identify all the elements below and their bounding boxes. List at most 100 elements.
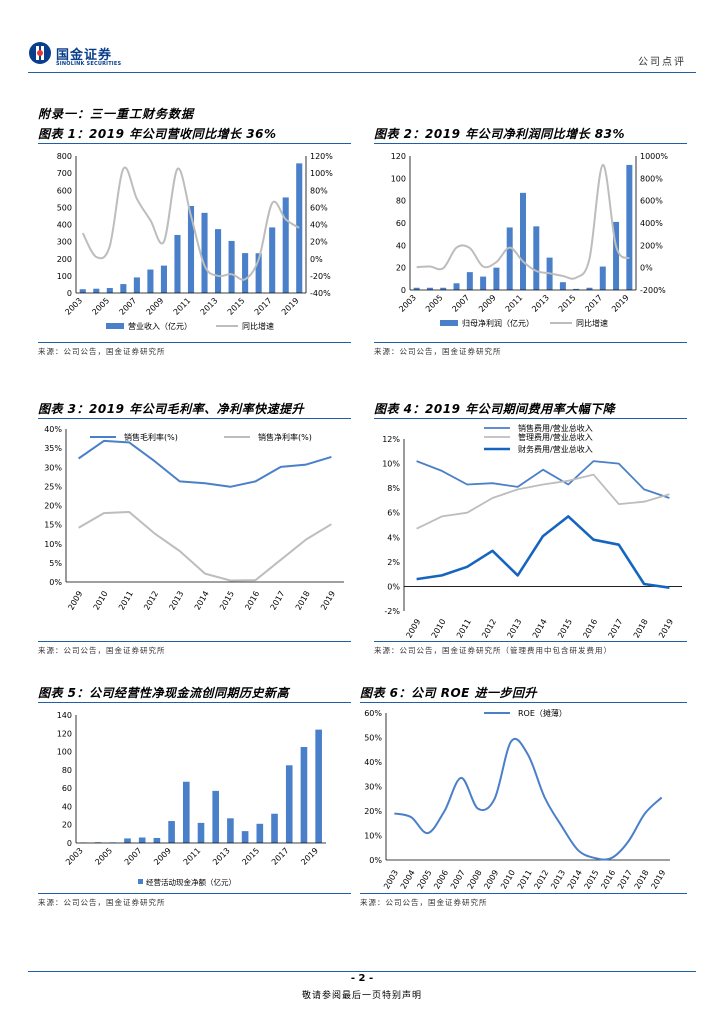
c4-x-tick-label: 2013 bbox=[505, 618, 523, 640]
appendix-title: 附录一：三一重工财务数据 bbox=[38, 107, 195, 121]
c4-series-line bbox=[416, 515, 670, 589]
figure-4-bottom-rule bbox=[374, 641, 687, 642]
c1-y-right-tick-label: 80% bbox=[310, 186, 328, 195]
c6-x-tick-label: 2013 bbox=[549, 869, 567, 891]
c4-x-tick-label: 2015 bbox=[556, 618, 574, 640]
c2-y-left-tick-label: 120 bbox=[391, 152, 406, 161]
c2-y-right-tick-label: -200% bbox=[640, 286, 666, 295]
c2-bar bbox=[453, 283, 460, 290]
c3-legend-label: 销售净利率(%) bbox=[258, 432, 312, 442]
c1-bar bbox=[79, 289, 86, 293]
c2-y-left-tick-label: 100 bbox=[391, 174, 406, 183]
c2-bar bbox=[559, 282, 566, 290]
c2-legend-bar-label: 归母净利润（亿元） bbox=[462, 318, 534, 328]
c1-x-tick-label: 2003 bbox=[63, 296, 84, 317]
c4-x-tick-label: 2019 bbox=[657, 618, 675, 640]
c2-y-right-tick-label: 200% bbox=[640, 241, 663, 250]
c4-y-tick-label: 4% bbox=[387, 533, 400, 542]
c4-legend-label: 管理费用/营业总收入 bbox=[518, 432, 593, 442]
c1-y-right-tick-label: -40% bbox=[310, 289, 331, 298]
logo-text-cn: 国金证券 bbox=[56, 48, 113, 63]
figure-1-top-rule bbox=[38, 143, 351, 144]
c5-bar bbox=[285, 765, 293, 843]
c3-y-tick-label: 35% bbox=[44, 444, 62, 453]
c6-y-tick-label: 0% bbox=[369, 856, 382, 865]
c5-x-tick-label: 2009 bbox=[152, 846, 173, 867]
c1-y-left-tick-label: 0 bbox=[67, 289, 72, 298]
chart-4: -2% 0% 2% 4% 6% 8% 10% 12% 2009 2010 2011 2012 2013 2… bbox=[382, 423, 682, 640]
c6-x-tick-label: 2018 bbox=[633, 869, 651, 891]
c4-y-tick-label: 0% bbox=[387, 582, 400, 591]
c5-x-tick-label: 2005 bbox=[93, 846, 114, 867]
c4-x-tick-label: 2018 bbox=[632, 618, 650, 640]
c6-x-tick-label: 2010 bbox=[499, 869, 517, 891]
c2-bar bbox=[413, 287, 420, 290]
figure-2-bottom-rule bbox=[374, 342, 687, 343]
c6-x-tick-label: 2006 bbox=[432, 869, 450, 891]
c5-bar bbox=[227, 818, 234, 843]
c2-x-tick-label: 2013 bbox=[530, 293, 551, 314]
footer-disclaimer: 敬请参阅最后一页特别声明 bbox=[301, 991, 422, 1001]
c5-y-tick-label: 120 bbox=[57, 729, 72, 738]
c1-bar bbox=[106, 288, 113, 293]
c3-y-tick-label: 40% bbox=[44, 425, 62, 434]
c2-x-tick-label: 2019 bbox=[610, 293, 631, 314]
c6-x-tick-label: 2014 bbox=[566, 869, 584, 891]
figure-6-source: 来源：公司公告，国金证券研究所 bbox=[360, 898, 488, 907]
c5-y-tick-label: 140 bbox=[57, 711, 72, 720]
c5-bar bbox=[241, 831, 249, 843]
c1-bar bbox=[215, 229, 222, 293]
c3-y-tick-label: 30% bbox=[44, 463, 62, 472]
c2-x-tick-label: 2003 bbox=[397, 293, 418, 314]
c2-bar bbox=[426, 287, 433, 290]
c4-x-tick-label: 2016 bbox=[581, 618, 599, 640]
figure-2-top-rule bbox=[374, 143, 687, 144]
figure-2-title: 图表 2：2019 年公司净利润同比增长 83% bbox=[374, 127, 626, 141]
c2-bar bbox=[506, 227, 513, 290]
c5-x-tick-label: 2015 bbox=[240, 846, 261, 867]
c2-bar bbox=[586, 287, 593, 290]
c5-legend-label: 经营活动现金净额（亿元） bbox=[146, 877, 236, 887]
c1-y-right-tick-label: 40% bbox=[310, 221, 328, 230]
chart-2: 0 20 40 60 80 100 120 -200% 0% 200% 400% 600% 800% 10… bbox=[391, 152, 669, 328]
c1-bar bbox=[160, 265, 167, 293]
c6-x-tick-label: 2015 bbox=[583, 869, 601, 891]
c5-bar bbox=[168, 821, 175, 843]
c3-y-tick-label: 0% bbox=[49, 578, 62, 587]
c5-bar bbox=[138, 837, 146, 843]
c2-legend-bar-swatch bbox=[440, 320, 458, 326]
c4-x-tick-label: 2017 bbox=[607, 618, 625, 640]
c6-legend-label: ROE（摊薄） bbox=[518, 708, 567, 718]
c5-x-tick-label: 2003 bbox=[64, 846, 85, 867]
c5-bar bbox=[315, 729, 322, 843]
c1-y-right-tick-label: 100% bbox=[310, 169, 333, 178]
c3-y-tick-label: 15% bbox=[44, 521, 62, 530]
c2-y-right-tick-label: 400% bbox=[640, 219, 663, 228]
c6-x-tick-label: 2005 bbox=[416, 869, 434, 891]
c6-y-tick-label: 40% bbox=[364, 758, 382, 767]
c1-x-tick-label: 2019 bbox=[280, 296, 301, 317]
c1-bar bbox=[133, 277, 140, 293]
c3-legend-label: 销售毛利率(%) bbox=[124, 432, 178, 442]
c1-x-tick-label: 2009 bbox=[145, 296, 166, 317]
c1-bar bbox=[255, 253, 262, 293]
c6-x-tick-label: 2016 bbox=[599, 869, 617, 891]
c5-y-tick-label: 40 bbox=[62, 802, 72, 811]
c2-bar bbox=[599, 266, 606, 290]
figure-5-source: 来源：公司公告，国金证券研究所 bbox=[38, 898, 166, 907]
c3-x-tick-label: 2015 bbox=[218, 590, 236, 612]
c2-x-tick-label: 2011 bbox=[504, 293, 525, 314]
c6-x-tick-label: 2019 bbox=[649, 869, 667, 891]
c1-bar bbox=[147, 269, 154, 293]
chart-5: 0 20 40 60 80 100 120 140 2003 2005 2007 2009 2011 20… bbox=[57, 711, 326, 887]
c3-series-line bbox=[78, 439, 332, 488]
c6-x-tick-label: 2008 bbox=[466, 869, 484, 891]
c3-x-tick-label: 2010 bbox=[92, 590, 110, 612]
c2-bar bbox=[573, 288, 580, 290]
c2-y-left-tick-label: 0 bbox=[401, 286, 406, 295]
c4-series-line bbox=[416, 460, 670, 499]
c2-x-tick-label: 2007 bbox=[450, 293, 471, 314]
c3-x-tick-label: 2013 bbox=[167, 590, 185, 612]
c5-bar bbox=[256, 823, 264, 843]
c2-y-left-tick-label: 80 bbox=[396, 197, 406, 206]
